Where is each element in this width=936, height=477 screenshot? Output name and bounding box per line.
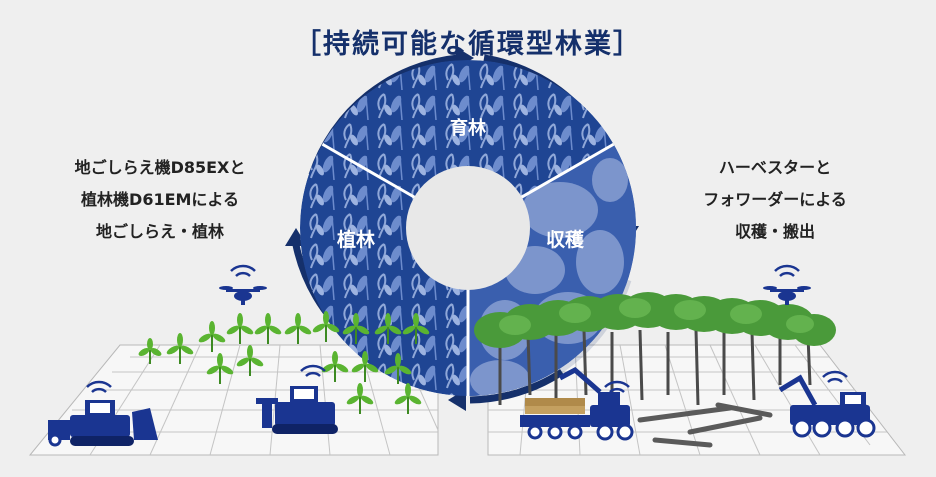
caption-line: ハーベスターと xyxy=(718,158,832,177)
seedlings xyxy=(138,311,430,414)
cycle-center xyxy=(406,166,530,290)
caption-line: 植林機D61EMによる xyxy=(81,190,239,209)
bulldozer-d85ex-icon xyxy=(48,400,158,447)
caption-line: フォワーダーによる xyxy=(703,190,847,209)
caption-line: 地ごしらえ機D85EXと xyxy=(74,158,246,177)
felled-logs xyxy=(637,402,773,448)
forwarder-icon xyxy=(778,374,876,438)
caption-harvest: ハーベスターと フォワーダーによる 収穫・搬出 xyxy=(650,152,900,248)
caption-line: 収穫・搬出 xyxy=(734,222,815,241)
wifi-signal-icon xyxy=(86,264,848,393)
planting-machine-d61em-icon xyxy=(256,386,338,434)
harvester-icon xyxy=(520,366,634,441)
drone-icon xyxy=(763,286,811,305)
cycle-arrow-bottom xyxy=(469,369,564,404)
drone-icon xyxy=(219,286,267,305)
segment-label-planting: 植林 xyxy=(337,228,375,251)
segment-label-growing: 育林 xyxy=(450,117,486,139)
forest-trees xyxy=(474,292,836,410)
caption-planting: 地ごしらえ機D85EXと 植林機D61EMによる 地ごしらえ・植林 xyxy=(30,152,290,248)
segment-label-harvest: 収穫 xyxy=(546,228,585,251)
caption-line: 地ごしらえ・植林 xyxy=(95,222,224,241)
